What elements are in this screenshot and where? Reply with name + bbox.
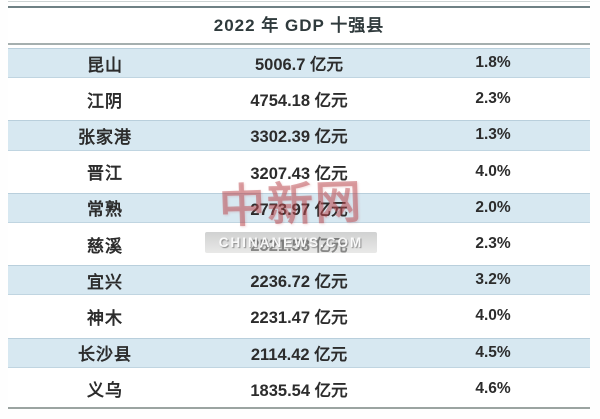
growth-rate-cell: 2.3% xyxy=(475,90,511,108)
gdp-value-cell: 3207.43 亿元 xyxy=(250,164,348,183)
table-row: 昆山 5006.7 亿元 1.8% xyxy=(8,45,590,82)
gdp-value-cell: 2231.47 亿元 xyxy=(250,309,348,328)
county-name-cell: 昆山 xyxy=(87,55,123,75)
gdp-top10-table: 2022 年 GDP 十强县 昆山 5006.7 亿元 1.8% 江阴 4754… xyxy=(8,1,590,409)
county-name-cell: 长沙县 xyxy=(78,345,132,365)
table-body: 昆山 5006.7 亿元 1.8% 江阴 4754.18 亿元 2.3% 张家港… xyxy=(8,45,590,407)
table-row: 宜兴 2236.72 亿元 3.2% xyxy=(8,262,590,299)
gdp-value-cell: 1835.54 亿元 xyxy=(250,381,348,400)
county-name-cell: 慈溪 xyxy=(87,236,123,256)
county-name-cell: 常熟 xyxy=(87,200,123,220)
county-name-cell: 宜兴 xyxy=(87,272,123,292)
gdp-value-cell: 2773.97 亿元 xyxy=(250,200,348,219)
growth-rate-cell: 3.2% xyxy=(475,271,511,289)
gdp-value-cell: 5006.7 亿元 xyxy=(254,56,344,75)
table-title: 2022 年 GDP 十强县 xyxy=(8,8,590,45)
table-row: 张家港 3302.39 亿元 1.3% xyxy=(8,117,590,154)
growth-rate-cell: 2.0% xyxy=(475,198,511,216)
table-row: 慈溪 2521.58 亿元 2.3% xyxy=(8,225,590,263)
gdp-value-cell: 2114.42 亿元 xyxy=(250,345,348,364)
growth-rate-cell: 4.5% xyxy=(475,343,511,361)
county-name-cell: 神木 xyxy=(87,308,123,328)
growth-rate-cell: 2.3% xyxy=(475,235,511,253)
gdp-value-cell: 2236.72 亿元 xyxy=(250,273,348,292)
table-row: 长沙县 2114.42 亿元 4.5% xyxy=(8,334,590,371)
table-bottom-border xyxy=(8,406,590,409)
table-row: 晋江 3207.43 亿元 4.0% xyxy=(8,153,590,190)
table-row: 神木 2231.47 亿元 4.0% xyxy=(8,298,590,335)
growth-rate-cell: 1.3% xyxy=(475,126,511,144)
gdp-value-cell: 3302.39 亿元 xyxy=(250,128,348,147)
county-name-cell: 义乌 xyxy=(87,381,123,401)
growth-rate-cell: 4.6% xyxy=(475,379,511,397)
county-name-cell: 张家港 xyxy=(78,127,132,147)
gdp-value-cell: 2521.58 亿元 xyxy=(250,237,348,256)
gdp-value-cell: 4754.18 亿元 xyxy=(250,92,348,111)
table-top-border xyxy=(8,6,590,8)
growth-rate-cell: 4.0% xyxy=(475,307,511,325)
growth-rate-cell: 1.8% xyxy=(475,54,511,72)
table-row: 义乌 1835.54 亿元 4.6% xyxy=(8,370,590,407)
top-hairline xyxy=(8,1,590,2)
table-row: 常熟 2773.97 亿元 2.0% xyxy=(8,189,590,226)
county-name-cell: 江阴 xyxy=(87,91,123,111)
table-row: 江阴 4754.18 亿元 2.3% xyxy=(8,81,590,118)
county-name-cell: 晋江 xyxy=(87,164,123,184)
growth-rate-cell: 4.0% xyxy=(475,162,511,180)
